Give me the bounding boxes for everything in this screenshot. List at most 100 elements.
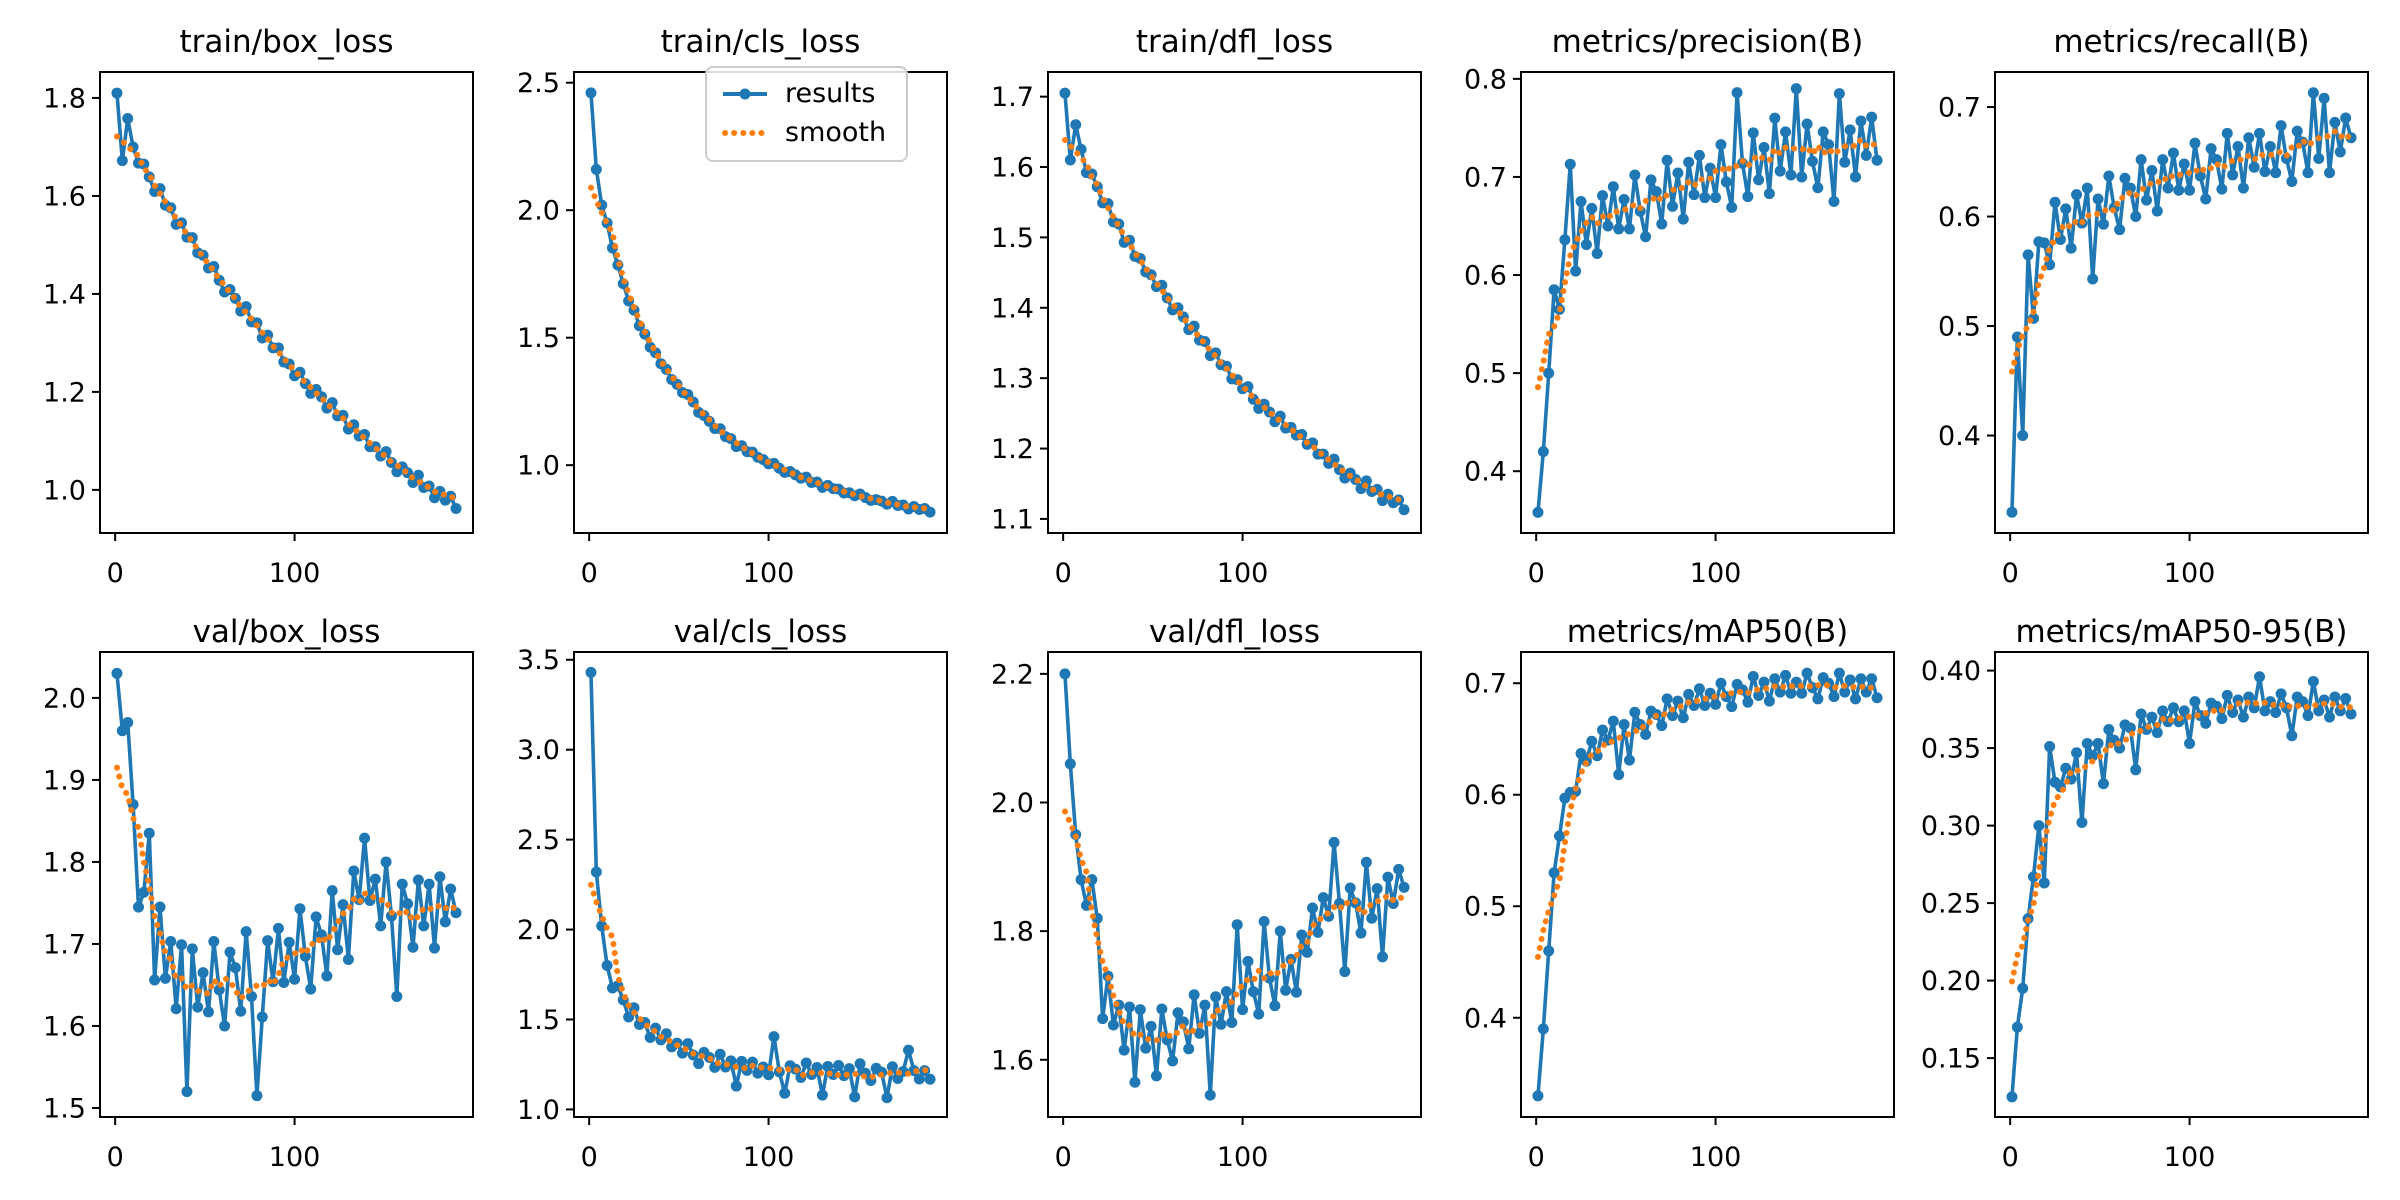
svg-text:1.6: 1.6 [43, 1011, 86, 1042]
svg-text:0: 0 [581, 1142, 598, 1173]
svg-text:0.6: 0.6 [1464, 261, 1507, 292]
svg-text:0: 0 [2002, 558, 2019, 589]
svg-text:0.5: 0.5 [1464, 359, 1507, 390]
svg-text:3.5: 3.5 [517, 645, 560, 676]
svg-text:1.0: 1.0 [517, 451, 560, 482]
svg-text:100: 100 [269, 558, 321, 589]
svg-text:0.5: 0.5 [1938, 312, 1981, 343]
svg-text:1.4: 1.4 [991, 293, 1034, 324]
results-line-swatch [723, 88, 767, 99]
svg-text:1.2: 1.2 [43, 377, 86, 408]
svg-text:0: 0 [1528, 1142, 1545, 1173]
legend-label-smooth: smooth [785, 117, 887, 148]
chart-train-cls-loss: train/cls_loss 1.0 1.5 2.0 2.5 0 100 results … [474, 0, 954, 600]
legend: results smooth [705, 66, 909, 162]
chart-title: train/box_loss [179, 24, 394, 60]
svg-text:100: 100 [1217, 558, 1269, 589]
svg-text:0.30: 0.30 [1921, 811, 1981, 842]
svg-text:0.8: 0.8 [1464, 64, 1507, 95]
chart-title: val/box_loss [192, 614, 381, 650]
svg-text:0.6: 0.6 [1938, 202, 1981, 233]
svg-text:2.2: 2.2 [991, 659, 1034, 690]
chart-plot: 0.4 0.5 0.6 0.7 0 100 [1464, 651, 1895, 1173]
svg-text:1.7: 1.7 [43, 929, 86, 960]
svg-text:2.0: 2.0 [517, 915, 560, 946]
svg-text:1.9: 1.9 [43, 765, 86, 796]
svg-text:0: 0 [1055, 1142, 1072, 1173]
svg-text:0: 0 [1528, 558, 1545, 589]
svg-text:100: 100 [269, 1142, 321, 1173]
chart-metrics-precision-b-: metrics/precision(B) 0.4 0.5 0.6 0.7 0.8 0 100 [1421, 0, 1901, 600]
svg-text:0.7: 0.7 [1464, 162, 1507, 193]
svg-text:100: 100 [2164, 558, 2216, 589]
svg-text:1.5: 1.5 [991, 223, 1034, 254]
svg-text:0.7: 0.7 [1938, 93, 1981, 124]
chart-title: val/cls_loss [673, 614, 848, 650]
chart-plot: 1.0 1.2 1.4 1.6 1.8 0 100 [43, 71, 474, 589]
svg-text:0.20: 0.20 [1921, 966, 1981, 997]
svg-text:1.5: 1.5 [43, 1093, 86, 1124]
svg-text:1.8: 1.8 [991, 917, 1034, 948]
svg-text:1.8: 1.8 [43, 847, 86, 878]
svg-text:0: 0 [1055, 558, 1072, 589]
chart-plot: 0.4 0.5 0.6 0.7 0.8 0 100 [1464, 64, 1895, 589]
chart-plot: 1.1 1.2 1.3 1.4 1.5 1.6 1.7 0 100 [991, 71, 1422, 589]
smooth-line-swatch [722, 129, 769, 136]
chart-plot: 0.15 0.20 0.25 0.30 0.35 0.40 0 100 [1921, 651, 2369, 1173]
svg-text:3.0: 3.0 [517, 735, 560, 766]
svg-text:1.0: 1.0 [43, 475, 86, 506]
svg-text:0.15: 0.15 [1921, 1044, 1981, 1075]
chart-title: metrics/recall(B) [2053, 24, 2310, 60]
svg-text:100: 100 [1690, 558, 1742, 589]
svg-text:0.4: 0.4 [1938, 421, 1981, 452]
svg-text:100: 100 [1690, 1142, 1742, 1173]
chart-title: metrics/mAP50-95(B) [2015, 614, 2348, 650]
svg-text:2.5: 2.5 [517, 825, 560, 856]
svg-text:2.5: 2.5 [517, 68, 560, 99]
svg-text:0.40: 0.40 [1921, 656, 1981, 687]
svg-text:1.1: 1.1 [991, 504, 1034, 535]
svg-text:0.7: 0.7 [1464, 669, 1507, 700]
svg-text:0.25: 0.25 [1921, 889, 1981, 920]
svg-text:100: 100 [2164, 1142, 2216, 1173]
svg-text:100: 100 [1217, 1142, 1269, 1173]
svg-text:100: 100 [743, 1142, 795, 1173]
svg-text:1.7: 1.7 [991, 82, 1034, 113]
chart-plot: 1.5 1.6 1.7 1.8 1.9 2.0 0 100 [43, 651, 474, 1173]
svg-text:1.6: 1.6 [43, 181, 86, 212]
chart-metrics-recall-b-: metrics/recall(B) 0.4 0.5 0.6 0.7 0 100 [1895, 0, 2375, 600]
svg-text:1.4: 1.4 [43, 279, 86, 310]
svg-text:100: 100 [743, 558, 795, 589]
chart-plot: 0.4 0.5 0.6 0.7 0 100 [1938, 71, 2369, 589]
svg-text:2.0: 2.0 [517, 196, 560, 227]
chart-title: metrics/mAP50(B) [1566, 614, 1849, 650]
svg-text:1.3: 1.3 [991, 364, 1034, 395]
svg-text:0.5: 0.5 [1464, 892, 1507, 923]
svg-text:1.0: 1.0 [517, 1095, 560, 1126]
chart-train-dfl-loss: train/dfl_loss 1.1 1.2 1.3 1.4 1.5 1.6 1.7 0 100 [948, 0, 1428, 600]
chart-title: train/dfl_loss [1135, 24, 1334, 60]
svg-text:1.6: 1.6 [991, 153, 1034, 184]
svg-text:2.0: 2.0 [43, 683, 86, 714]
svg-text:1.5: 1.5 [517, 323, 560, 354]
chart-val-box-loss: val/box_loss 1.5 1.6 1.7 1.8 1.9 2.0 0 100 [0, 600, 480, 1200]
svg-text:1.5: 1.5 [517, 1005, 560, 1036]
svg-text:1.2: 1.2 [991, 434, 1034, 465]
chart-title: train/cls_loss [660, 24, 861, 60]
chart-plot: 1.0 1.5 2.0 2.5 0 100 [517, 68, 948, 589]
svg-text:0: 0 [107, 558, 124, 589]
svg-text:0: 0 [581, 558, 598, 589]
chart-metrics-map50-95-b-: metrics/mAP50-95(B) 0.15 0.20 0.25 0.30 0.35… [1895, 600, 2375, 1200]
svg-text:2.0: 2.0 [991, 788, 1034, 819]
chart-title: val/dfl_loss [1149, 614, 1320, 650]
svg-text:0: 0 [107, 1142, 124, 1173]
chart-title: metrics/precision(B) [1551, 24, 1864, 60]
chart-plot: 1.6 1.8 2.0 2.2 0 100 [991, 651, 1422, 1173]
svg-text:0.6: 0.6 [1464, 780, 1507, 811]
chart-val-cls-loss: val/cls_loss 1.0 1.5 2.0 2.5 3.0 3.5 0 100 [474, 600, 954, 1200]
chart-val-dfl-loss: val/dfl_loss 1.6 1.8 2.0 2.2 0 100 [948, 600, 1428, 1200]
legend-entry-results: results [721, 78, 886, 109]
legend-label-results: results [785, 78, 876, 109]
svg-text:1.8: 1.8 [43, 83, 86, 114]
